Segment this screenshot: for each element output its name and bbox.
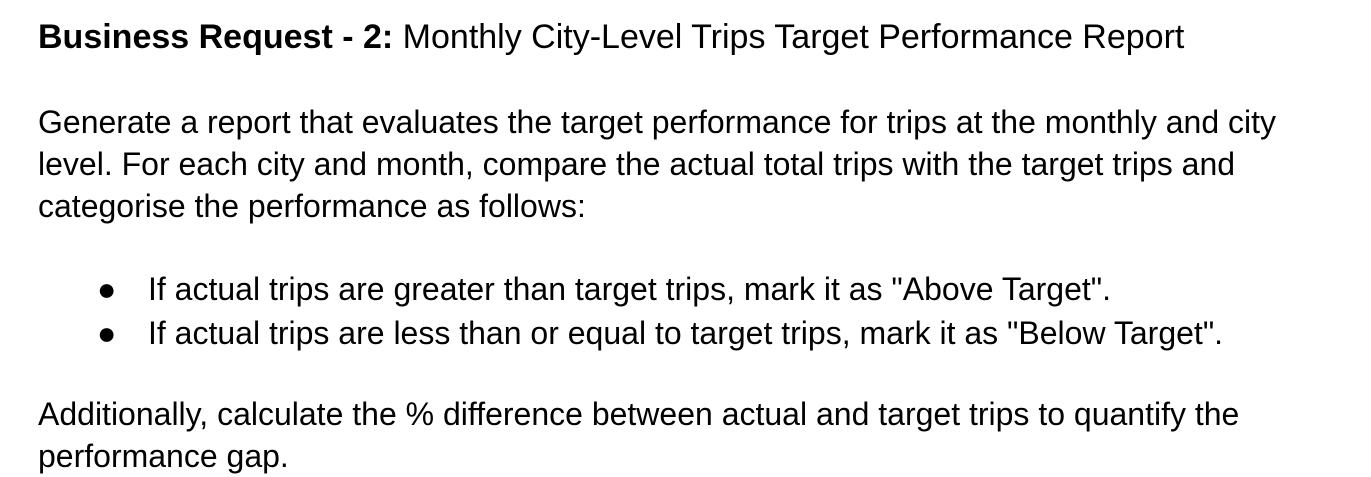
bullet-icon: ● bbox=[97, 315, 117, 351]
list-item: ● If actual trips are greater than targe… bbox=[38, 267, 1371, 311]
page-title: Business Request - 2: Monthly City-Level… bbox=[38, 0, 1371, 57]
bullet-icon: ● bbox=[97, 271, 117, 307]
rule-text: If actual trips are less than or equal t… bbox=[148, 315, 1224, 351]
list-item: ● If actual trips are less than or equal… bbox=[38, 311, 1371, 355]
outro-paragraph: Additionally, calculate the % difference… bbox=[38, 396, 1240, 474]
request-label: Business Request - 2: bbox=[38, 18, 394, 56]
rule-text: If actual trips are greater than target … bbox=[148, 271, 1112, 307]
rules-list: ● If actual trips are greater than targe… bbox=[38, 267, 1371, 355]
intro-paragraph: Generate a report that evaluates the tar… bbox=[38, 104, 1276, 224]
request-title: Monthly City-Level Trips Target Performa… bbox=[402, 18, 1185, 56]
